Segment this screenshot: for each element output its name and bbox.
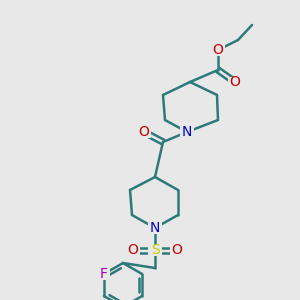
Text: N: N: [150, 221, 160, 235]
FancyBboxPatch shape: [170, 244, 184, 256]
FancyBboxPatch shape: [211, 44, 225, 56]
FancyBboxPatch shape: [180, 127, 194, 137]
Text: O: O: [230, 75, 240, 89]
FancyBboxPatch shape: [126, 244, 140, 256]
Text: N: N: [182, 125, 192, 139]
FancyBboxPatch shape: [98, 268, 110, 280]
FancyBboxPatch shape: [148, 244, 162, 256]
Text: O: O: [213, 43, 224, 57]
Text: S: S: [151, 243, 159, 257]
FancyBboxPatch shape: [228, 76, 242, 88]
FancyBboxPatch shape: [137, 127, 151, 137]
FancyBboxPatch shape: [148, 223, 162, 233]
Text: O: O: [172, 243, 182, 257]
Text: O: O: [128, 243, 138, 257]
Text: F: F: [100, 267, 108, 281]
Text: O: O: [139, 125, 149, 139]
